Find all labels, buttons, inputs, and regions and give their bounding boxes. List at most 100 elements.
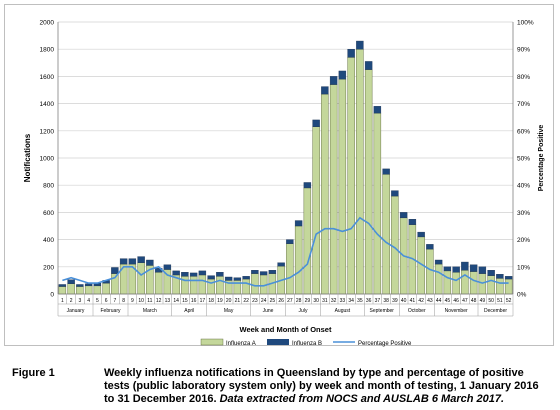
bar-influenza-b (259, 271, 268, 276)
bar-influenza-b (461, 261, 469, 271)
x-tick-label: 21 (235, 298, 241, 304)
bar-influenza-b (58, 284, 67, 287)
x-tick-label: 29 (305, 298, 311, 304)
y2-tick-label: 70% (517, 101, 530, 108)
y2-tick-label: 90% (517, 47, 530, 54)
bar-influenza-b (128, 258, 137, 265)
bar-influenza-a (189, 276, 198, 295)
y2-tick-label: 20% (517, 237, 530, 244)
bar-influenza-b (391, 190, 399, 197)
bar-influenza-b (294, 220, 303, 227)
bar-influenza-a (321, 93, 329, 295)
x-tick-label: 15 (182, 298, 188, 304)
y-tick-label: 1000 (40, 156, 55, 163)
bar-influenza-b (198, 270, 207, 276)
x-tick-label: 4 (87, 298, 90, 304)
x-axis-title: Week and Month of Onset (240, 325, 332, 334)
bar-influenza-a (452, 272, 460, 295)
y-tick-label: 1400 (40, 101, 55, 108)
bar-influenza-b (347, 49, 355, 58)
bar-influenza-a (356, 49, 364, 295)
bar-influenza-b (76, 284, 84, 287)
legend-swatch-influenza-b (267, 339, 289, 345)
bar-influenza-a (469, 271, 478, 295)
y2-axis-title: Percentage Positive (538, 125, 545, 192)
bar-influenza-b (469, 264, 478, 272)
bar-influenza-b (251, 270, 259, 274)
x-tick-label: 28 (296, 298, 302, 304)
x-tick-label: 51 (497, 298, 503, 304)
bar-influenza-b (434, 259, 443, 265)
x-tick-label: 19 (217, 298, 223, 304)
bar-influenza-a (207, 278, 215, 295)
bar-influenza-a (93, 285, 102, 295)
figure-text: Weekly influenza notifications in Queens… (104, 367, 552, 406)
x-tick-label: 41 (410, 298, 416, 304)
x-tick-label: 34 (348, 298, 354, 304)
y2-tick-label: 80% (517, 74, 530, 81)
bar-influenza-b (67, 279, 75, 285)
bar-influenza-b (172, 270, 180, 276)
y-tick-label: 400 (43, 237, 54, 244)
bar-influenza-b (207, 275, 215, 280)
chart-frame: 0 200 400 600 800 1000 1200 1400 1600 1800 2000 0% 1… (4, 4, 554, 348)
x-tick-label: 36 (366, 298, 372, 304)
x-tick-label: 44 (436, 298, 442, 304)
y2-tick-label: 0% (517, 292, 527, 299)
bar-influenza-b (364, 61, 373, 70)
x-tick-label: 17 (200, 298, 206, 304)
line-percentage-positive (62, 216, 509, 287)
x-tick-label: 1 (61, 298, 64, 304)
x-tick-label: 48 (471, 298, 477, 304)
bar-influenza-b (408, 218, 417, 225)
x-tick-label: 3 (78, 298, 81, 304)
x-tick-label: 30 (313, 298, 319, 304)
bar-influenza-a (434, 263, 443, 295)
x-tick-label: 45 (445, 298, 451, 304)
bar-influenza-b (329, 76, 338, 85)
chart-svg: 0 200 400 600 800 1000 1200 1400 1600 1800 2000 0% 1… (23, 20, 545, 348)
month-label: November (445, 308, 468, 314)
x-tick-label: 10 (138, 298, 144, 304)
bar-influenza-b (478, 266, 487, 274)
bar-influenza-b (452, 266, 460, 273)
bar-influenza-b (268, 270, 277, 274)
y2-tick-label: 30% (517, 210, 530, 217)
bar-influenza-a (338, 78, 347, 295)
y2-tick-label: 100% (517, 20, 534, 27)
bar-influenza-b (277, 262, 285, 267)
bar-influenza-b (312, 119, 320, 127)
y-tick-label: 1800 (40, 47, 55, 54)
x-tick-label: 27 (287, 298, 293, 304)
bar-influenza-a (391, 195, 399, 295)
month-label: October (408, 308, 426, 314)
bar-influenza-a (58, 286, 67, 295)
bar-influenza-b (163, 264, 172, 270)
bar-influenza-b (426, 244, 434, 250)
bar-influenza-b (233, 277, 242, 281)
x-tick-label: 37 (375, 298, 381, 304)
bar-influenza-a (67, 283, 75, 295)
month-label: February (100, 308, 121, 314)
x-tick-label: 46 (453, 298, 459, 304)
bar-influenza-a (443, 270, 452, 295)
x-tick-label: 18 (208, 298, 214, 304)
y-tick-label: 200 (43, 264, 54, 271)
x-tick-label: 8 (122, 298, 125, 304)
y2-tick-label: 40% (517, 183, 530, 190)
bar-influenza-b (356, 40, 364, 50)
y2-tick-label: 50% (517, 156, 530, 163)
x-tick-label: 38 (383, 298, 389, 304)
x-tick-label: 33 (340, 298, 346, 304)
bar-influenza-b (119, 258, 128, 265)
bar-influenza-b (382, 168, 390, 175)
x-tick-label: 35 (357, 298, 363, 304)
bar-influenza-b (216, 272, 224, 277)
bar-influenza-a (84, 285, 93, 295)
x-tick-label: 26 (278, 298, 284, 304)
bar-influenza-b (111, 267, 119, 274)
bar-influenza-a (504, 278, 513, 295)
y-tick-label: 800 (43, 183, 54, 190)
bar-influenza-b (504, 276, 513, 280)
x-tick-label: 24 (261, 298, 267, 304)
